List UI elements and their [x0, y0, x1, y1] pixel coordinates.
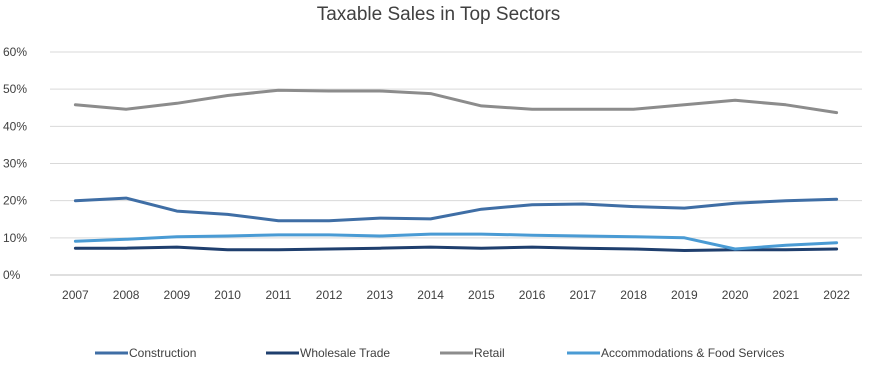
series-line-0 — [73, 196, 839, 223]
x-tick-label: 2010 — [214, 288, 241, 302]
series-line-3 — [73, 232, 839, 251]
y-tick-label: 30% — [3, 157, 27, 171]
series-lines — [73, 88, 839, 252]
legend: Construction Wholesale Trade Retail Accommo… — [95, 346, 784, 360]
x-axis-ticks: 2007 2008 2009 2010 2011 2012 2013 2014 2015 2016… — [62, 288, 850, 302]
x-tick-label: 2020 — [722, 288, 749, 302]
x-tick-label: 2013 — [367, 288, 394, 302]
legend-label: Wholesale Trade — [300, 346, 390, 360]
x-tick-label: 2018 — [620, 288, 647, 302]
x-tick-label: 2019 — [671, 288, 698, 302]
legend-label: Retail — [474, 346, 505, 360]
y-tick-label: 60% — [3, 45, 27, 59]
chart-title: Taxable Sales in Top Sectors — [316, 4, 561, 25]
y-tick-label: 50% — [3, 82, 27, 96]
series-line-2 — [73, 88, 839, 115]
x-tick-label: 2011 — [265, 288, 291, 302]
x-tick-label: 2012 — [316, 288, 343, 302]
x-tick-label: 2008 — [113, 288, 140, 302]
legend-label: Accommodations & Food Services — [601, 346, 784, 360]
x-tick-label: 2017 — [570, 288, 597, 302]
x-tick-label: 2016 — [519, 288, 546, 302]
x-tick-label: 2007 — [62, 288, 89, 302]
series-line-1 — [73, 245, 839, 252]
y-tick-label: 20% — [3, 194, 27, 208]
y-tick-label: 40% — [3, 119, 27, 133]
y-tick-label: 0% — [3, 268, 21, 282]
y-tick-label: 10% — [3, 231, 27, 245]
gridlines — [50, 51, 862, 276]
legend-label: Construction — [129, 346, 196, 360]
x-tick-label: 2021 — [773, 288, 800, 302]
x-tick-label: 2015 — [468, 288, 495, 302]
y-axis-ticks: 0% 10% 20% 30% 40% 50% 60% — [3, 45, 27, 282]
x-tick-label: 2022 — [823, 288, 850, 302]
x-tick-label: 2014 — [417, 288, 444, 302]
x-tick-label: 2009 — [164, 288, 191, 302]
